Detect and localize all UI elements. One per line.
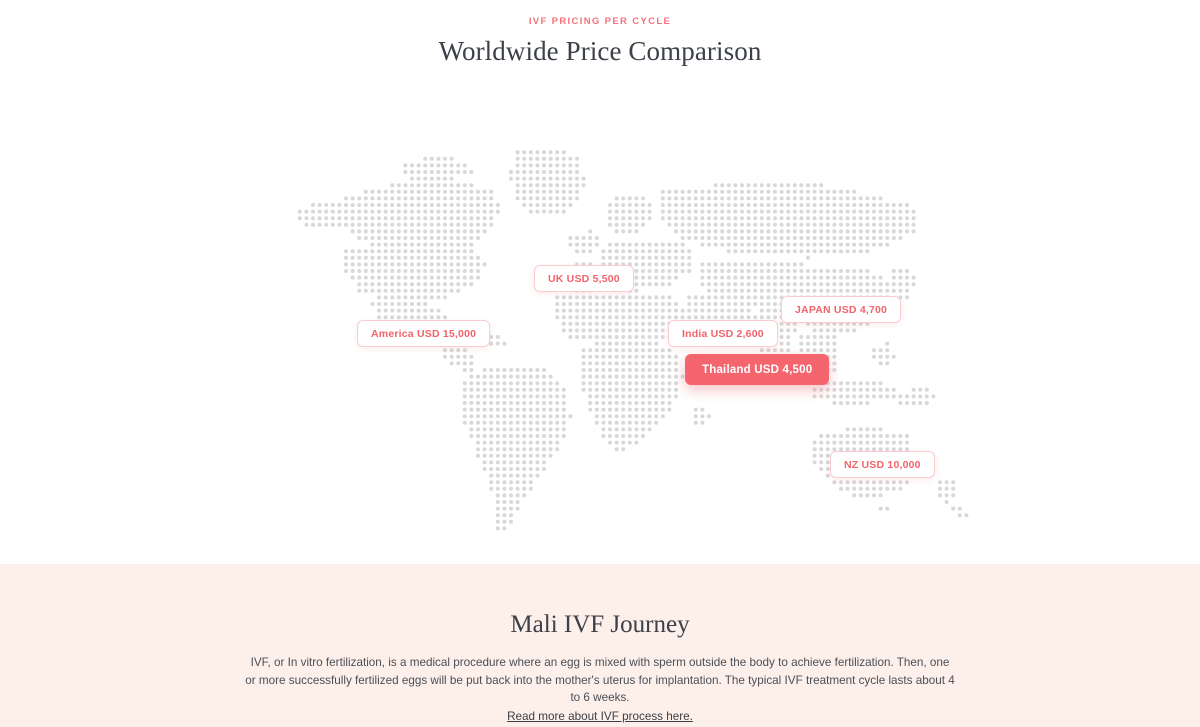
journey-section: Mali IVF Journey IVF, or In vitro fertil… bbox=[0, 564, 1200, 727]
hero-section: IVF PRICING PER CYCLE Worldwide Price Co… bbox=[0, 16, 1200, 536]
dotted-world-map-icon bbox=[297, 150, 969, 531]
page-title: Worldwide Price Comparison bbox=[438, 36, 762, 66]
price-badge-nz[interactable]: NZ USD 10,000 bbox=[830, 451, 935, 478]
price-badge-uk[interactable]: UK USD 5,500 bbox=[534, 265, 634, 292]
journey-title: Mali IVF Journey bbox=[510, 611, 690, 638]
price-badge-japan[interactable]: JAPAN USD 4,700 bbox=[781, 296, 902, 323]
eyebrow-label: IVF PRICING PER CYCLE bbox=[528, 16, 672, 27]
price-badge-america[interactable]: America USD 15,000 bbox=[357, 320, 491, 347]
price-badge-thailand[interactable]: Thailand USD 4,500 bbox=[685, 354, 830, 385]
journey-description: IVF, or In vitro fertilization, is a med… bbox=[245, 656, 955, 704]
price-badge-india[interactable]: India USD 2,600 bbox=[668, 320, 778, 347]
read-more-link[interactable]: Read more about IVF process here. bbox=[507, 709, 693, 723]
world-map bbox=[0, 96, 1200, 536]
